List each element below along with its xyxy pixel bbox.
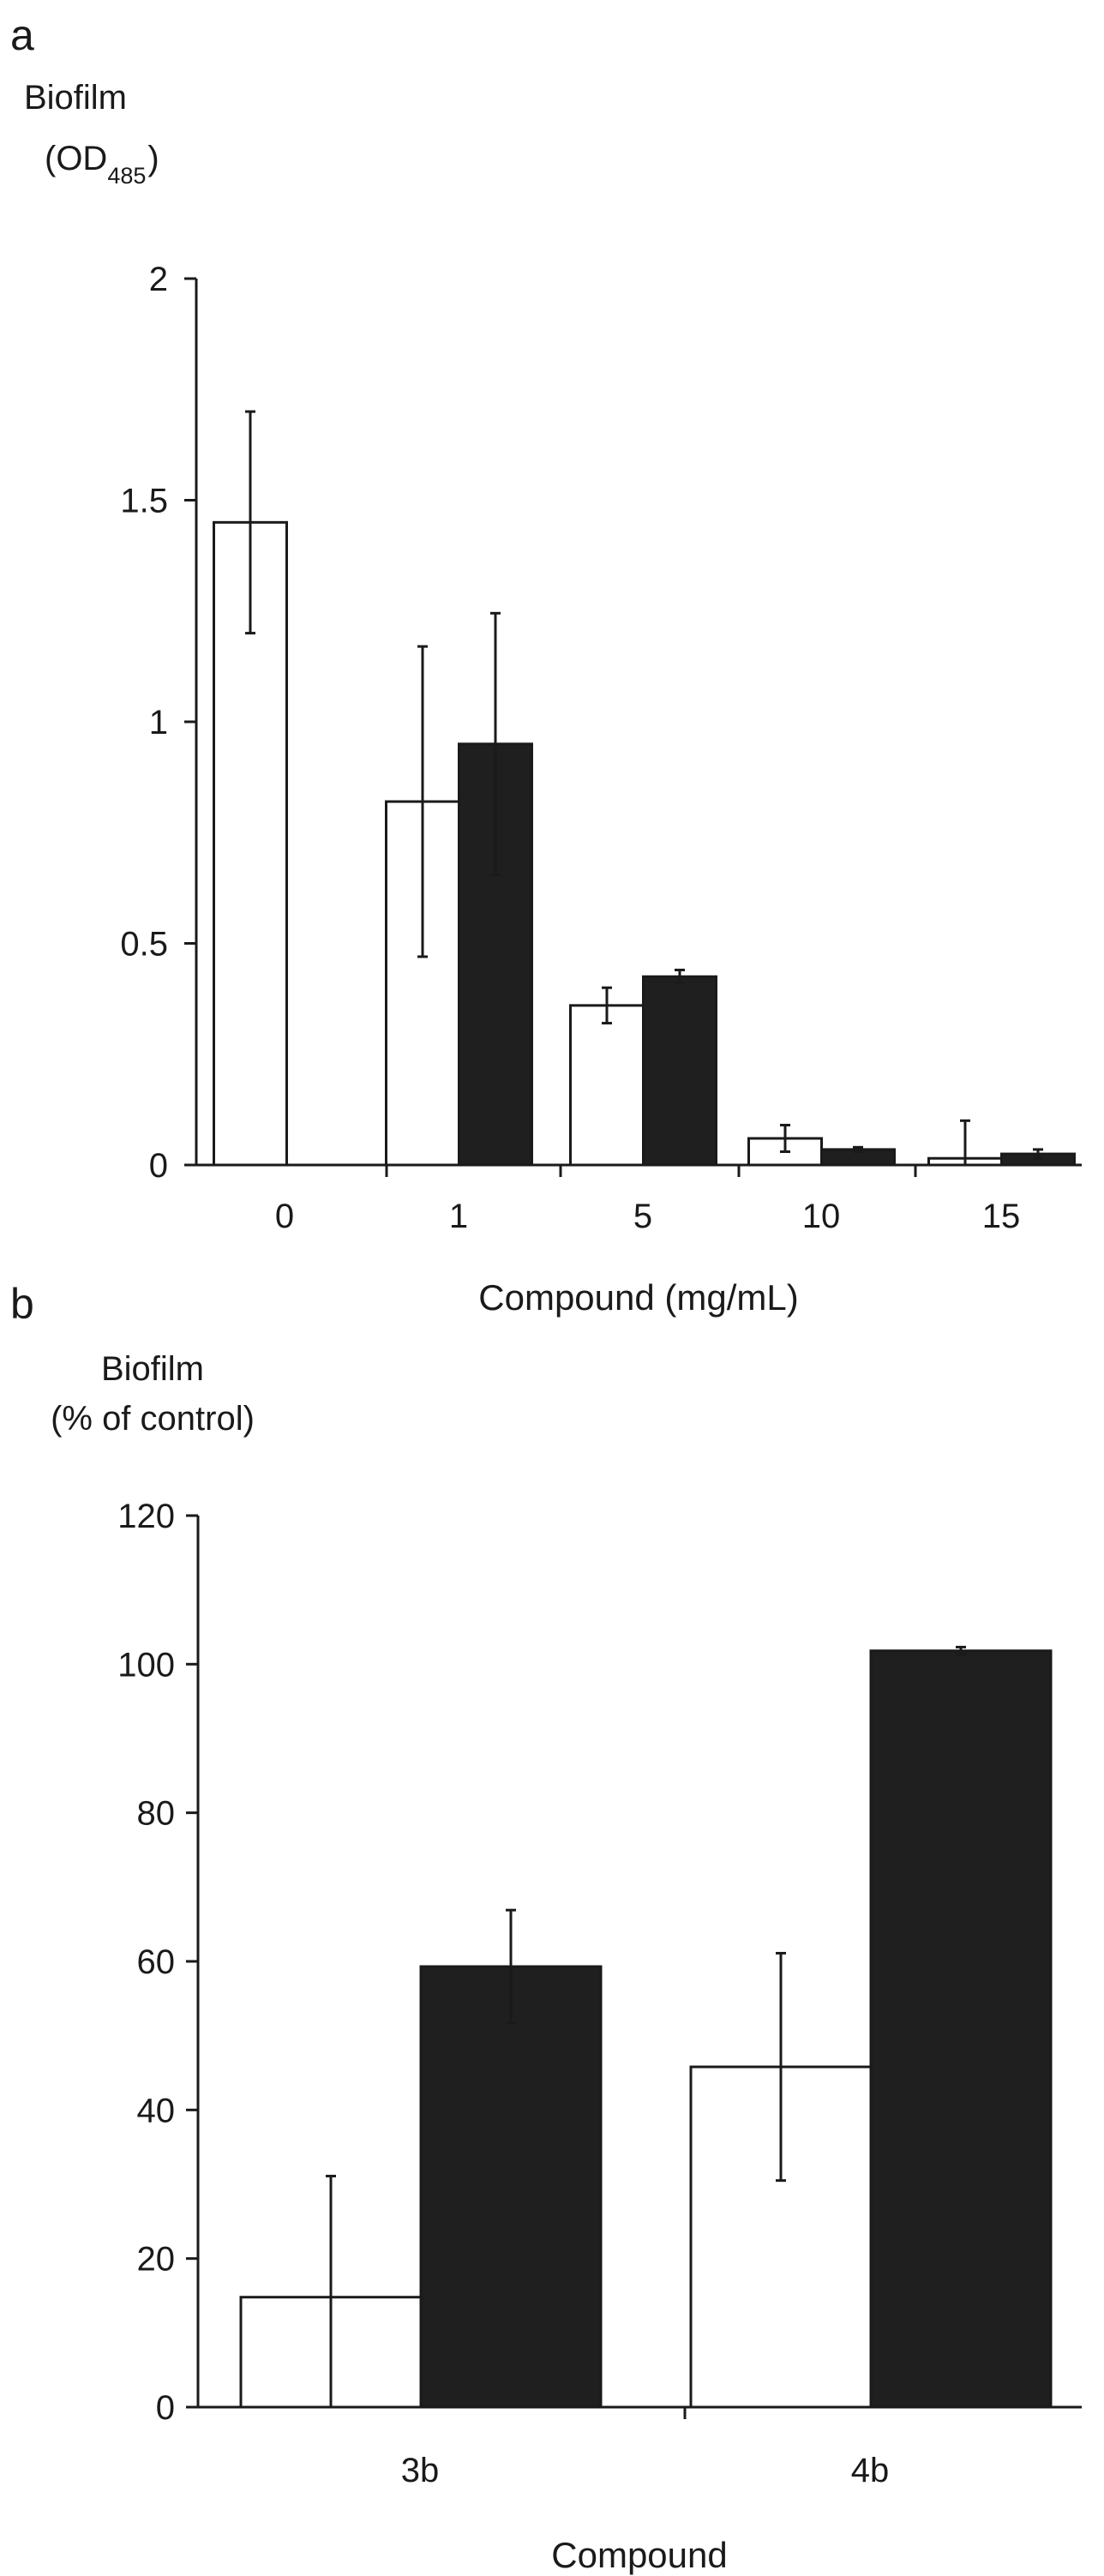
x-tick-label: 15: [982, 1198, 1021, 1235]
y-tick-label: 0: [149, 1147, 168, 1185]
x-axis-label: Compound (mg/mL): [478, 1277, 798, 1318]
y-tick-label: 1.5: [120, 483, 168, 520]
y-tick-label: 80: [137, 1795, 176, 1833]
y-tick-label: 2: [149, 261, 168, 298]
y-axis-label-line1: Biofilm: [101, 1350, 204, 1388]
y-axis-label-close: ): [147, 140, 159, 177]
y-tick-label: 0: [156, 2389, 175, 2427]
y-axis-label-line1: Biofilm: [24, 79, 127, 117]
bar-open-5: [569, 1004, 645, 1167]
x-axis-label: Compound: [551, 2535, 727, 2575]
x-tick-label: 1: [449, 1198, 468, 1235]
y-tick-label: 0.5: [120, 926, 168, 964]
x-tick-label: 0: [275, 1198, 294, 1235]
panel-label-b: b: [10, 1280, 34, 1328]
bar-filled-3b: [419, 1965, 603, 2409]
x-tick-label: 4b: [851, 2452, 890, 2489]
x-tick-label: 10: [802, 1198, 841, 1235]
bar-filled-5: [642, 975, 717, 1167]
y-tick-label: 100: [117, 1646, 175, 1684]
y-axis-label-main: (OD: [45, 140, 107, 177]
y-tick-label: 20: [137, 2241, 176, 2279]
y-tick-label: 1: [149, 704, 168, 742]
y-axis-label-subscript: 485: [107, 163, 146, 189]
x-tick-label: 3b: [401, 2452, 440, 2489]
panel-label-a: a: [10, 11, 34, 59]
x-tick-label: 5: [633, 1198, 652, 1235]
y-axis-label-line2: (% of control): [51, 1400, 255, 1438]
y-tick-label: 120: [117, 1498, 175, 1535]
y-tick-label: 60: [137, 1943, 176, 1981]
y-tick-label: 40: [137, 2092, 176, 2129]
bar-filled-4b: [869, 1649, 1053, 2409]
